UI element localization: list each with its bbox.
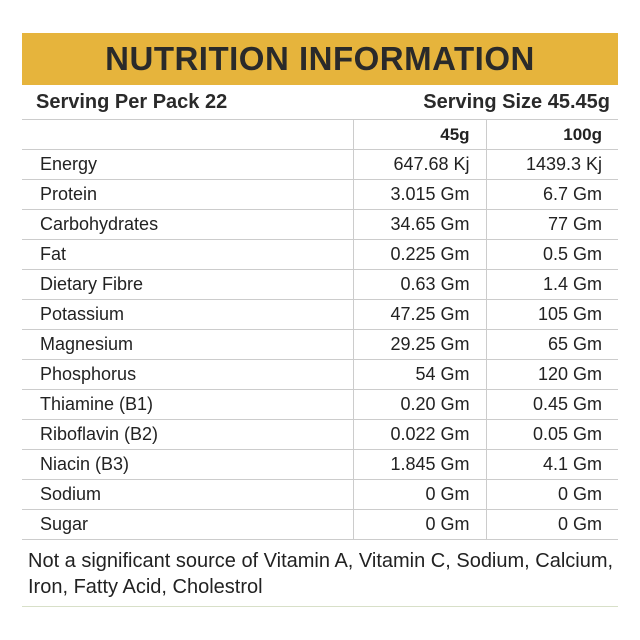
nutrient-value: 0 Gm	[485, 509, 618, 540]
nutrient-name: Protein	[22, 179, 354, 210]
nutrient-value: 0.20 Gm	[353, 389, 487, 420]
nutrient-value: 47.25 Gm	[353, 299, 487, 330]
nutrient-value: 1439.3 Kj	[485, 149, 618, 180]
nutrient-value: 6.7 Gm	[485, 179, 618, 210]
serving-row: Serving Per Pack 22 Serving Size 45.45g	[22, 86, 618, 120]
nutrient-row: Sugar 0 Gm 0 Gm	[22, 509, 618, 540]
nutrient-name: Carbohydrates	[22, 209, 354, 240]
header-row: 45g 100g	[22, 120, 618, 150]
serving-size: Serving Size 45.45g	[423, 91, 610, 113]
nutrient-name: Magnesium	[22, 329, 354, 360]
nutrient-row: Phosphorus 54 Gm 120 Gm	[22, 359, 618, 390]
nutrient-name: Potassium	[22, 299, 354, 330]
title-band: NUTRITION INFORMATION	[22, 33, 618, 85]
nutrient-value: 105 Gm	[485, 299, 618, 330]
footnote: Not a significant source of Vitamin A, V…	[28, 550, 614, 598]
nutrient-value: 3.015 Gm	[353, 179, 487, 210]
title: NUTRITION INFORMATION	[105, 40, 535, 77]
nutrition-table: 45g 100g Energy 647.68 Kj 1439.3 Kj Protein 3.…	[22, 120, 618, 540]
nutrient-value: 0 Gm	[485, 479, 618, 510]
nutrient-value: 4.1 Gm	[485, 449, 618, 480]
column-header: 100g	[485, 120, 618, 150]
nutrient-name: Dietary Fibre	[22, 269, 354, 300]
nutrient-row: Carbohydrates 34.65 Gm 77 Gm	[22, 209, 618, 240]
column-header: 45g	[353, 120, 487, 150]
nutrient-value: 1.845 Gm	[353, 449, 487, 480]
nutrient-value: 120 Gm	[485, 359, 618, 390]
nutrient-value: 0.05 Gm	[485, 419, 618, 450]
nutrient-row: Potassium 47.25 Gm 105 Gm	[22, 299, 618, 330]
nutrient-row: Magnesium 29.25 Gm 65 Gm	[22, 329, 618, 360]
nutrient-name: Riboflavin (B2)	[22, 419, 354, 450]
nutrient-name: Fat	[22, 239, 354, 270]
nutrient-row: Thiamine (B1) 0.20 Gm 0.45 Gm	[22, 389, 618, 420]
nutrient-value: 0 Gm	[353, 479, 487, 510]
nutrient-value: 54 Gm	[353, 359, 487, 390]
bottom-rule	[22, 606, 618, 607]
nutrient-name: Niacin (B3)	[22, 449, 354, 480]
nutrient-row: Niacin (B3) 1.845 Gm 4.1 Gm	[22, 449, 618, 480]
nutrient-value: 0 Gm	[353, 509, 487, 540]
nutrient-name: Sugar	[22, 509, 354, 540]
nutrient-row: Riboflavin (B2) 0.022 Gm 0.05 Gm	[22, 419, 618, 450]
header-cell	[22, 120, 354, 150]
nutrient-value: 0.022 Gm	[353, 419, 487, 450]
nutrient-value: 0.45 Gm	[485, 389, 618, 420]
nutrient-row: Protein 3.015 Gm 6.7 Gm	[22, 179, 618, 210]
nutrient-value: 65 Gm	[485, 329, 618, 360]
nutrient-value: 647.68 Kj	[353, 149, 487, 180]
nutrient-name: Energy	[22, 149, 354, 180]
nutrient-value: 1.4 Gm	[485, 269, 618, 300]
nutrient-value: 34.65 Gm	[353, 209, 487, 240]
nutrient-name: Sodium	[22, 479, 354, 510]
serving-per-pack: Serving Per Pack 22	[36, 91, 228, 113]
nutrient-value: 0.63 Gm	[353, 269, 487, 300]
nutrient-row: Dietary Fibre 0.63 Gm 1.4 Gm	[22, 269, 618, 300]
nutrient-name: Thiamine (B1)	[22, 389, 354, 420]
nutrient-value: 77 Gm	[485, 209, 618, 240]
nutrient-row: Sodium 0 Gm 0 Gm	[22, 479, 618, 510]
nutrient-value: 0.225 Gm	[353, 239, 487, 270]
nutrient-value: 0.5 Gm	[485, 239, 618, 270]
nutrient-value: 29.25 Gm	[353, 329, 487, 360]
nutrient-row: Energy 647.68 Kj 1439.3 Kj	[22, 149, 618, 180]
nutrient-row: Fat 0.225 Gm 0.5 Gm	[22, 239, 618, 270]
nutrient-name: Phosphorus	[22, 359, 354, 390]
